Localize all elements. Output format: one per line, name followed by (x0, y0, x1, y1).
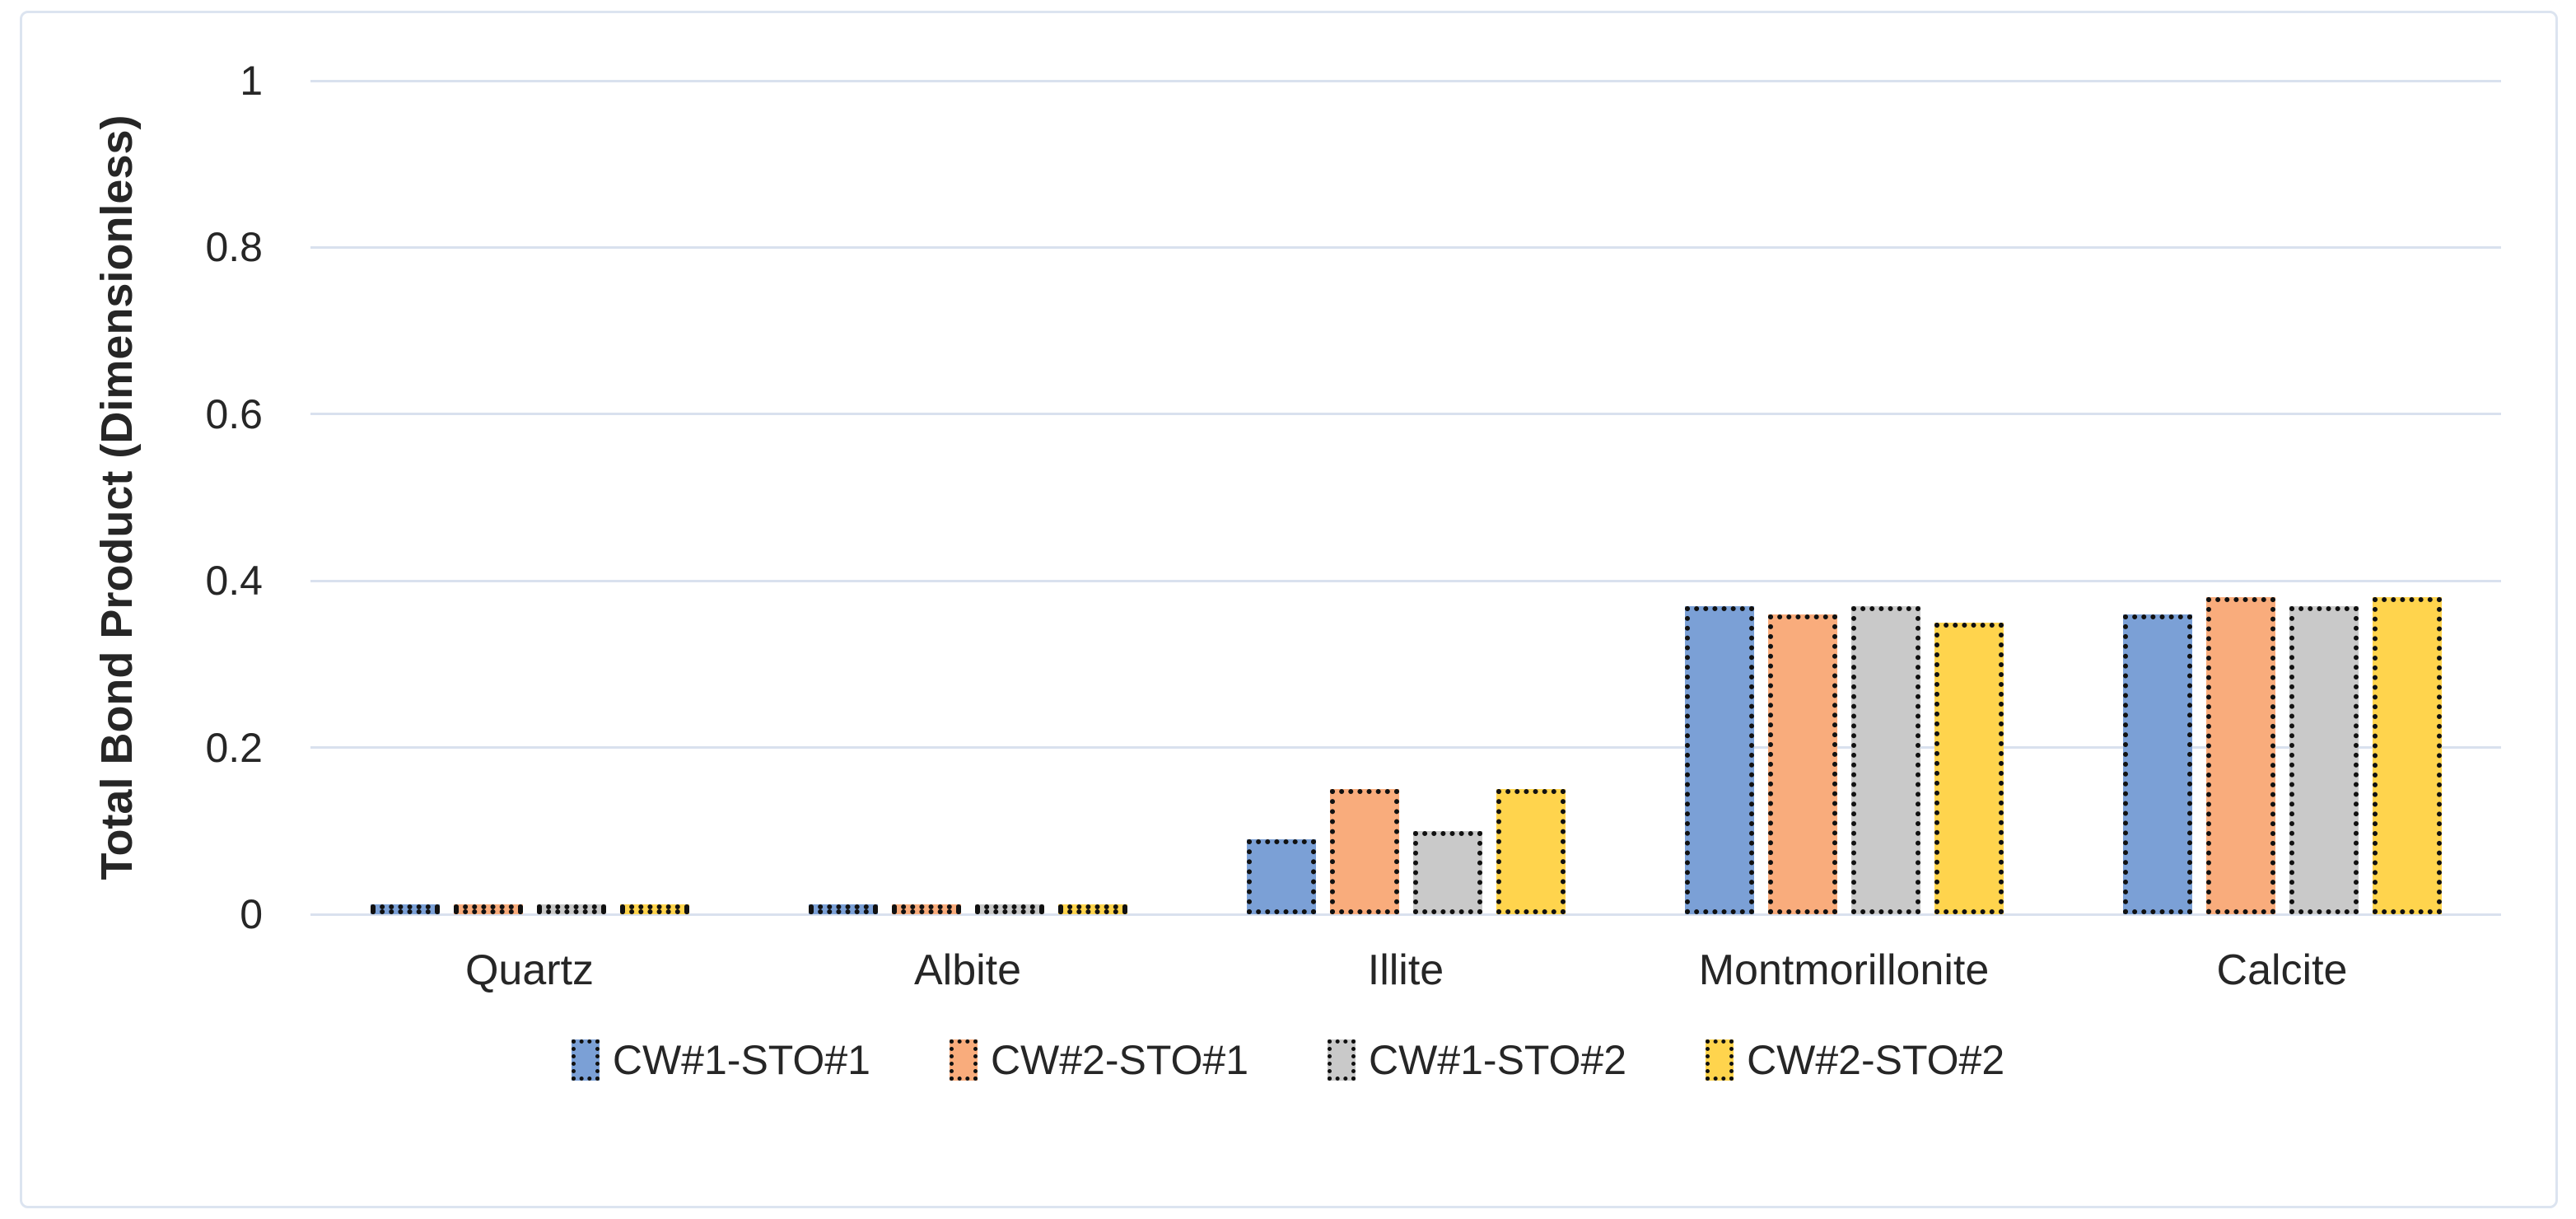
bar-cw#2-sto#1-quartz (453, 904, 523, 914)
bar-cw#2-sto#1-calcite (2205, 597, 2275, 914)
y-tick-label: 0 (240, 891, 263, 937)
bar-group-calcite (2063, 81, 2501, 914)
bar-cw#2-sto#1-albite (891, 904, 961, 914)
bar-group-albite (749, 81, 1187, 914)
bar-cw#2-sto#2-calcite (2372, 597, 2442, 914)
gridline-y-0.2 (310, 746, 2501, 750)
x-category-label-albite: Albite (913, 946, 1022, 994)
bar-group-illite (1187, 81, 1625, 914)
legend-item-cw#2-sto#1: CW#2-STO#1 (949, 1037, 1248, 1083)
legend-label: CW#1-STO#1 (612, 1037, 870, 1083)
gridline-y-0.8 (310, 245, 2501, 249)
bar-group-montmorillonite (1625, 81, 2063, 914)
gridline-y-0 (310, 913, 2501, 916)
gridline-y-0.4 (310, 579, 2501, 582)
chart-border (20, 11, 2558, 1208)
x-category-label-montmorillonite: Montmorillonite (1698, 946, 1990, 994)
legend-label: CW#2-STO#1 (990, 1037, 1248, 1083)
bar-cw#1-sto#2-illite (1412, 830, 1482, 914)
y-tick-label: 0.2 (205, 724, 263, 771)
y-tick-label: 0.8 (205, 224, 263, 271)
legend: CW#1-STO#1 CW#2-STO#1 CW#1-STO#2 CW#2-STO#2 (0, 1039, 2576, 1081)
y-tick-label: 0.4 (205, 558, 263, 605)
x-category-label-quartz: Quartz (464, 946, 595, 994)
bar-cw#1-sto#1-calcite (2122, 614, 2192, 914)
x-category-label-illite: Illite (1367, 946, 1444, 994)
bar-cw#1-sto#2-quartz (536, 904, 606, 914)
legend-swatch-cw#2-sto#1 (949, 1039, 978, 1081)
legend-label: CW#2-STO#2 (1747, 1037, 2005, 1083)
bar-cw#2-sto#2-quartz (619, 904, 689, 914)
legend-item-cw#1-sto#2: CW#1-STO#2 (1328, 1039, 1626, 1081)
bar-cw#2-sto#2-montmorillonite (1934, 622, 2004, 914)
bar-cw#1-sto#1-albite (808, 904, 878, 914)
bar-cw#1-sto#2-albite (974, 904, 1044, 914)
x-category-label-calcite: Calcite (2216, 946, 2348, 994)
y-tick-label: 1 (240, 58, 263, 104)
gridline-y-1 (310, 79, 2501, 82)
legend-label: CW#1-STO#2 (1369, 1037, 1627, 1083)
gridline-y-0.6 (310, 413, 2501, 416)
bar-cw#1-sto#1-quartz (370, 904, 440, 914)
bar-cw#1-sto#1-illite (1246, 838, 1316, 914)
bar-cw#2-sto#1-montmorillonite (1767, 614, 1837, 914)
legend-swatch-cw#1-sto#2 (1328, 1039, 1356, 1081)
bar-cw#2-sto#2-albite (1057, 904, 1127, 914)
legend-swatch-cw#1-sto#1 (571, 1039, 600, 1081)
bar-cw#2-sto#1-illite (1329, 789, 1399, 914)
legend-item-cw#2-sto#2: CW#2-STO#2 (1706, 1039, 2004, 1081)
legend-item-cw#1-sto#1: CW#1-STO#1 (571, 1037, 870, 1083)
legend-swatch-cw#2-sto#2 (1706, 1039, 1734, 1081)
bar-group-quartz (310, 81, 749, 914)
bar-cw#2-sto#2-illite (1496, 789, 1566, 914)
bar-cw#1-sto#1-montmorillonite (1684, 605, 1754, 914)
bar-cw#1-sto#2-calcite (2289, 605, 2359, 914)
bar-cw#1-sto#2-montmorillonite (1850, 605, 1920, 914)
plot-area (310, 79, 2501, 916)
y-tick-label: 0.6 (205, 390, 263, 437)
